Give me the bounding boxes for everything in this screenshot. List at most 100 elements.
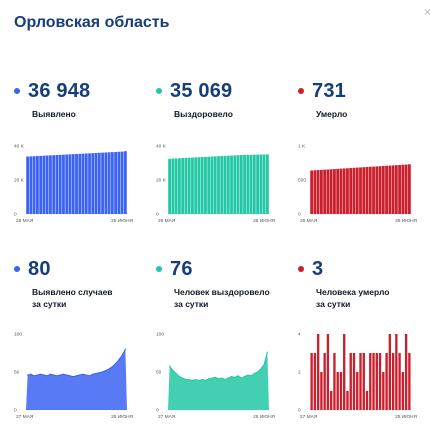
chart-bar — [117, 151, 121, 214]
chart-bar — [323, 353, 326, 410]
chart-detected: 40 K 20 K 0 26 МАЯ 25 ИЮНЯ — [14, 138, 134, 234]
chart-point — [72, 375, 74, 378]
chart-bar — [365, 391, 369, 410]
chart-bar — [62, 154, 65, 214]
chart-bar — [369, 353, 372, 410]
chart-recovered-daily: 100 50 0 27 МАЯ 25 ИЮНЯ — [156, 332, 276, 428]
chart-bar — [171, 158, 175, 214]
y-tick-label: 50 — [156, 370, 162, 376]
chart-bar — [342, 168, 346, 214]
chart-bar — [55, 155, 59, 214]
chart-detected-daily: 100 50 0 27 МАЯ 25 ИЮНЯ — [14, 332, 134, 428]
stat-label: Умерло — [316, 109, 348, 119]
chart-bar — [68, 154, 72, 214]
stat-label-line: Выявлено случаев — [32, 287, 113, 297]
chart-bar — [359, 353, 362, 410]
x-tick-label: 25 ИЮНЯ — [395, 414, 417, 420]
chart-point — [53, 374, 55, 376]
chart-bar — [407, 164, 411, 214]
stat-row: 3 — [298, 256, 323, 282]
chart-bar — [123, 151, 127, 214]
chart-svg: 4 2 027 МАЯ 25 ИЮНЯ — [298, 332, 418, 421]
stat-label-line: Человека умерло — [316, 287, 390, 297]
chart-bar — [84, 153, 88, 214]
chart-bar — [365, 167, 369, 214]
y-tick-label: 0 — [298, 212, 301, 218]
chart-bar — [197, 157, 201, 214]
close-icon[interactable]: × — [424, 5, 430, 19]
x-tick-label: 27 МАЯ — [16, 414, 34, 420]
y-tick-label: 0 — [14, 212, 17, 218]
stat-value: 35 069 — [170, 79, 233, 102]
chart-bar — [78, 153, 82, 214]
chart-area — [26, 349, 127, 410]
chart-point — [243, 375, 246, 378]
y-tick-label: 2 — [298, 370, 301, 376]
chart-bar — [88, 153, 91, 214]
chart-bar — [356, 372, 359, 410]
chart-point — [108, 368, 110, 370]
bullet-dot — [156, 88, 162, 94]
chart-bar — [359, 167, 362, 214]
chart-bar — [346, 168, 349, 214]
stat-card-deaths: 731 Умерло 1 K 500 0 26 МАЯ 25 ИЮНЯ — [298, 78, 418, 228]
chart-point — [33, 375, 35, 377]
stat-value: 3 — [312, 257, 324, 280]
chart-point — [56, 375, 58, 377]
y-tick-label: 1 K — [298, 144, 306, 150]
chart-point — [221, 377, 223, 379]
chart-bar — [333, 169, 336, 214]
chart-point — [204, 379, 207, 381]
chart-bar — [207, 156, 211, 214]
chart-bar — [395, 334, 398, 410]
chart-bar — [323, 169, 327, 214]
chart-bar — [58, 154, 62, 214]
chart-bar — [107, 152, 111, 214]
chart-point — [201, 379, 203, 381]
chart-point — [188, 379, 190, 381]
chart-bar — [333, 353, 336, 410]
chart-point — [92, 373, 94, 375]
chart-bar — [398, 353, 401, 410]
chart-point — [43, 374, 45, 376]
chart-bar — [404, 164, 408, 214]
chart-point — [224, 379, 226, 381]
x-tick-label: 25 ИЮНЯ — [253, 218, 275, 224]
chart-bar — [239, 155, 243, 214]
chart-bar — [372, 166, 375, 214]
x-tick-label: 27 МАЯ — [158, 414, 176, 420]
y-tick-label: 20 K — [156, 178, 167, 184]
stat-label-line: Человек выздоровело — [174, 287, 270, 297]
chart-point — [66, 374, 68, 376]
chart-bar — [388, 334, 391, 410]
chart-point — [105, 369, 107, 372]
chart-bar — [178, 158, 181, 214]
chart-bar — [349, 353, 352, 410]
chart-point — [257, 371, 259, 373]
chart-deaths: 1 K 500 0 26 МАЯ 25 ИЮНЯ — [298, 138, 418, 234]
stat-label: Выявлено случаев за сутки — [32, 286, 113, 310]
chart-bar — [385, 353, 388, 410]
chart-point — [230, 375, 233, 378]
chart-bar — [52, 155, 56, 214]
stat-row: 80 — [14, 256, 51, 282]
page-title: Орловская область — [14, 14, 170, 31]
chart-bar — [249, 154, 253, 214]
y-tick-label: 50 — [14, 370, 20, 376]
chart-point — [79, 374, 81, 376]
chart-bar — [42, 155, 46, 214]
chart-point — [253, 372, 255, 375]
bullet-dot — [14, 266, 20, 272]
stat-value: 36 948 — [28, 79, 91, 102]
chart-point — [240, 377, 242, 379]
chart-bar — [362, 167, 366, 214]
chart-point — [88, 375, 91, 377]
chart-point — [30, 373, 32, 375]
chart-point — [98, 372, 100, 374]
chart-point — [75, 375, 78, 377]
chart-bar — [230, 155, 233, 214]
chart-bar — [191, 157, 194, 214]
chart-bar — [313, 353, 317, 410]
chart-point — [101, 371, 104, 373]
chart-bar — [326, 334, 330, 410]
